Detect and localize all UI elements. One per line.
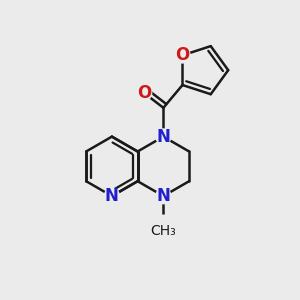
Circle shape	[155, 188, 172, 204]
Circle shape	[103, 188, 120, 204]
Circle shape	[154, 214, 172, 232]
Circle shape	[174, 47, 191, 64]
Circle shape	[136, 85, 152, 101]
Text: N: N	[156, 128, 170, 146]
Text: O: O	[137, 84, 151, 102]
Text: O: O	[176, 46, 190, 64]
Text: N: N	[105, 187, 119, 205]
Text: CH₃: CH₃	[151, 224, 176, 238]
Text: N: N	[156, 187, 170, 205]
Circle shape	[155, 128, 172, 145]
